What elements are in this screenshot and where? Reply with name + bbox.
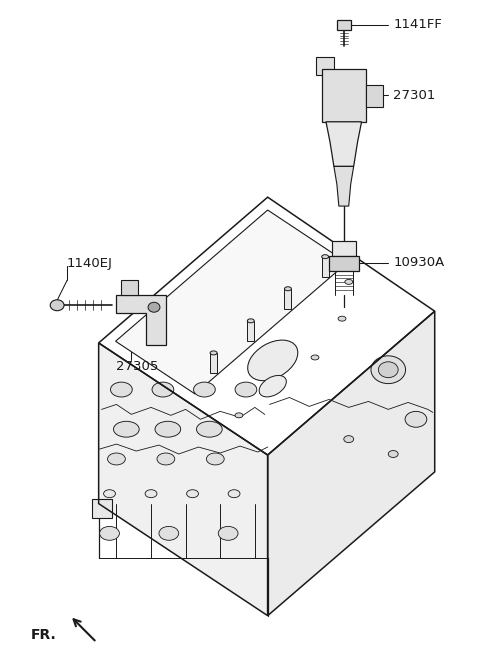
Polygon shape — [268, 311, 435, 616]
Text: FR.: FR. — [30, 629, 56, 643]
Ellipse shape — [248, 340, 298, 380]
Ellipse shape — [196, 421, 222, 437]
Polygon shape — [334, 166, 354, 206]
Ellipse shape — [152, 382, 174, 397]
Text: 10930A: 10930A — [393, 256, 444, 269]
Ellipse shape — [155, 421, 180, 437]
Polygon shape — [326, 121, 361, 166]
Ellipse shape — [104, 490, 116, 498]
Ellipse shape — [285, 287, 291, 291]
Polygon shape — [116, 210, 347, 394]
Text: 27301: 27301 — [393, 89, 435, 101]
Polygon shape — [99, 197, 435, 455]
Polygon shape — [322, 257, 329, 276]
Ellipse shape — [405, 411, 427, 427]
Ellipse shape — [206, 453, 224, 465]
Polygon shape — [329, 256, 359, 270]
Ellipse shape — [338, 316, 346, 321]
Ellipse shape — [148, 302, 160, 312]
Ellipse shape — [187, 490, 199, 498]
Polygon shape — [117, 295, 166, 345]
Ellipse shape — [345, 279, 353, 285]
Ellipse shape — [110, 382, 132, 397]
Ellipse shape — [218, 527, 238, 540]
Ellipse shape — [322, 255, 329, 258]
Polygon shape — [99, 343, 268, 616]
Ellipse shape — [378, 362, 398, 378]
Ellipse shape — [113, 421, 139, 437]
Polygon shape — [322, 69, 366, 121]
Ellipse shape — [159, 527, 179, 540]
Ellipse shape — [108, 453, 125, 465]
Text: 27305: 27305 — [117, 360, 159, 373]
Ellipse shape — [388, 450, 398, 458]
Polygon shape — [247, 321, 254, 341]
Ellipse shape — [247, 319, 254, 323]
Polygon shape — [92, 499, 111, 519]
Polygon shape — [366, 85, 384, 107]
Polygon shape — [332, 241, 356, 256]
Ellipse shape — [259, 376, 287, 397]
Ellipse shape — [157, 453, 175, 465]
Ellipse shape — [193, 382, 216, 397]
Polygon shape — [121, 280, 138, 295]
Ellipse shape — [100, 527, 120, 540]
Ellipse shape — [371, 356, 406, 384]
Polygon shape — [316, 57, 334, 75]
Polygon shape — [337, 19, 351, 30]
Ellipse shape — [235, 413, 243, 418]
Polygon shape — [210, 353, 217, 372]
Text: 1140EJ: 1140EJ — [67, 257, 113, 270]
Ellipse shape — [145, 490, 157, 498]
Ellipse shape — [311, 355, 319, 360]
Polygon shape — [285, 289, 291, 309]
Ellipse shape — [228, 490, 240, 498]
Ellipse shape — [50, 300, 64, 311]
Ellipse shape — [235, 382, 257, 397]
Ellipse shape — [210, 351, 217, 355]
Text: 1141FF: 1141FF — [393, 18, 442, 31]
Ellipse shape — [344, 435, 354, 443]
